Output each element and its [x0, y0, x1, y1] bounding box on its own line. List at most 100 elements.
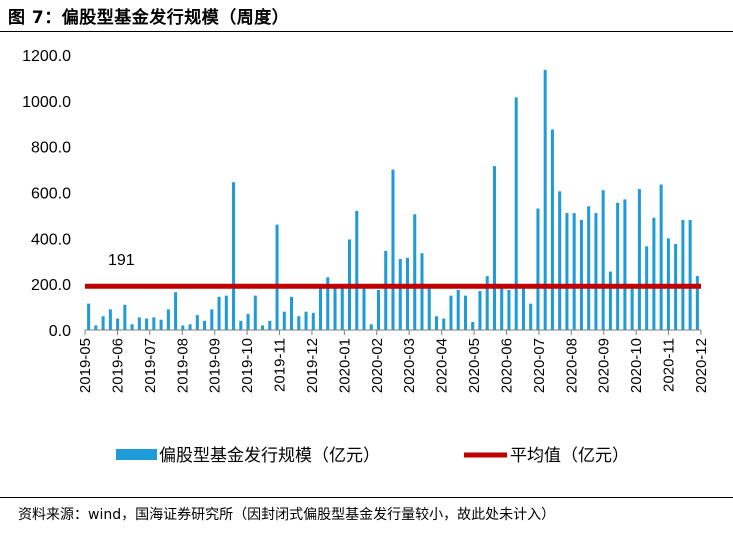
- bar: [246, 313, 250, 330]
- bar: [195, 315, 199, 330]
- bar: [275, 224, 279, 330]
- bar: [529, 303, 533, 330]
- x-tick-label: 2020-02: [369, 338, 386, 393]
- bar: [521, 286, 525, 330]
- bar: [94, 325, 98, 330]
- legend-swatch-bar: [116, 449, 157, 460]
- y-tick-label: 0.0: [49, 323, 71, 340]
- x-tick-label: 2019-09: [207, 338, 224, 393]
- x-axis: 2019-05 2019-06 2019-07 2019-08 2019-09 2019-…: [77, 329, 710, 393]
- bar: [579, 220, 583, 330]
- bar: [333, 286, 337, 330]
- bar-series: [87, 69, 699, 331]
- bar: [478, 291, 482, 330]
- bar: [261, 325, 265, 330]
- bar: [355, 210, 359, 330]
- bar: [630, 286, 634, 330]
- bar: [587, 206, 591, 330]
- bar: [608, 271, 612, 330]
- bar: [623, 199, 627, 331]
- bar: [319, 286, 323, 330]
- x-tick-label: 2019-12: [304, 338, 321, 393]
- bar: [87, 303, 91, 330]
- bar: [572, 213, 576, 331]
- x-tick-label: 2020-11: [661, 338, 678, 392]
- legend-label-bar: 偏股型基金发行规模（亿元）: [159, 446, 380, 466]
- bar: [427, 287, 431, 330]
- bar: [123, 304, 127, 330]
- bar: [311, 312, 315, 330]
- x-tick-label: 2019-06: [109, 338, 126, 393]
- bar: [492, 166, 496, 330]
- bar: [166, 309, 170, 331]
- bar: [181, 325, 185, 330]
- bar: [391, 169, 395, 330]
- bar: [413, 214, 417, 330]
- x-tick-label: 2019-05: [77, 338, 94, 393]
- bar: [463, 295, 467, 331]
- bar: [210, 309, 214, 331]
- bar: [152, 317, 156, 330]
- bar: [297, 316, 301, 330]
- bar: [224, 295, 228, 331]
- x-tick-label: 2020-01: [336, 338, 353, 393]
- chart-legend: 偏股型基金发行规模（亿元） 平均值（亿元）: [116, 446, 629, 466]
- y-tick-label: 1000.0: [22, 94, 71, 111]
- x-tick-label: 2020-12: [693, 338, 710, 393]
- y-tick-label: 800.0: [31, 140, 71, 157]
- x-tick-label: 2020-04: [434, 338, 451, 393]
- y-axis-ticks: 0.0 200.0 400.0 600.0 800.0 1000.0 1200.0: [22, 48, 71, 340]
- bar: [376, 289, 381, 330]
- bar: [543, 69, 547, 331]
- bar: [203, 320, 207, 330]
- bar: [137, 317, 141, 330]
- bar: [420, 253, 424, 330]
- y-tick-label: 600.0: [31, 186, 71, 203]
- bar: [398, 258, 402, 330]
- bar: [116, 318, 120, 330]
- bar: [362, 286, 366, 330]
- x-tick-label: 2020-05: [466, 338, 483, 393]
- bar: [637, 189, 641, 330]
- bar: [514, 97, 518, 331]
- bar: [340, 286, 344, 330]
- bar-chart: 0.0 200.0 400.0 600.0 800.0 1000.0 1200.0 2019…: [22, 48, 710, 466]
- bar: [601, 190, 605, 330]
- bar: [500, 286, 504, 330]
- legend-label-average: 平均值（亿元）: [510, 446, 629, 466]
- bar: [550, 129, 554, 330]
- bar: [558, 191, 562, 330]
- average-line-series: 191: [85, 252, 701, 289]
- bar: [456, 289, 460, 330]
- bar: [507, 289, 511, 330]
- bar: [304, 311, 308, 330]
- bar: [159, 319, 163, 330]
- bar: [434, 316, 438, 330]
- bar: [108, 309, 112, 331]
- y-tick-label: 200.0: [31, 277, 71, 294]
- bar: [594, 213, 598, 331]
- bar: [405, 257, 410, 330]
- bar: [253, 295, 257, 331]
- bar: [326, 277, 330, 330]
- bar: [652, 217, 656, 330]
- bar: [239, 320, 243, 330]
- bar: [471, 321, 475, 330]
- bar: [217, 296, 221, 330]
- x-tick-label: 2020-09: [596, 338, 613, 393]
- x-tick-label: 2020-07: [531, 338, 548, 393]
- x-tick-label: 2019-08: [174, 338, 191, 393]
- bar: [565, 213, 569, 331]
- x-tick-label: 2020-08: [563, 338, 580, 393]
- x-tick-label: 2020-10: [628, 338, 645, 393]
- bar: [681, 220, 685, 330]
- bar: [101, 316, 105, 330]
- x-tick-label: 2020-03: [401, 338, 418, 393]
- y-tick-label: 400.0: [31, 231, 71, 248]
- bar: [536, 208, 540, 330]
- bar: [232, 182, 236, 330]
- bar: [174, 292, 178, 330]
- bar: [616, 202, 620, 330]
- y-tick-label: 1200.0: [22, 48, 71, 65]
- bar: [688, 220, 692, 330]
